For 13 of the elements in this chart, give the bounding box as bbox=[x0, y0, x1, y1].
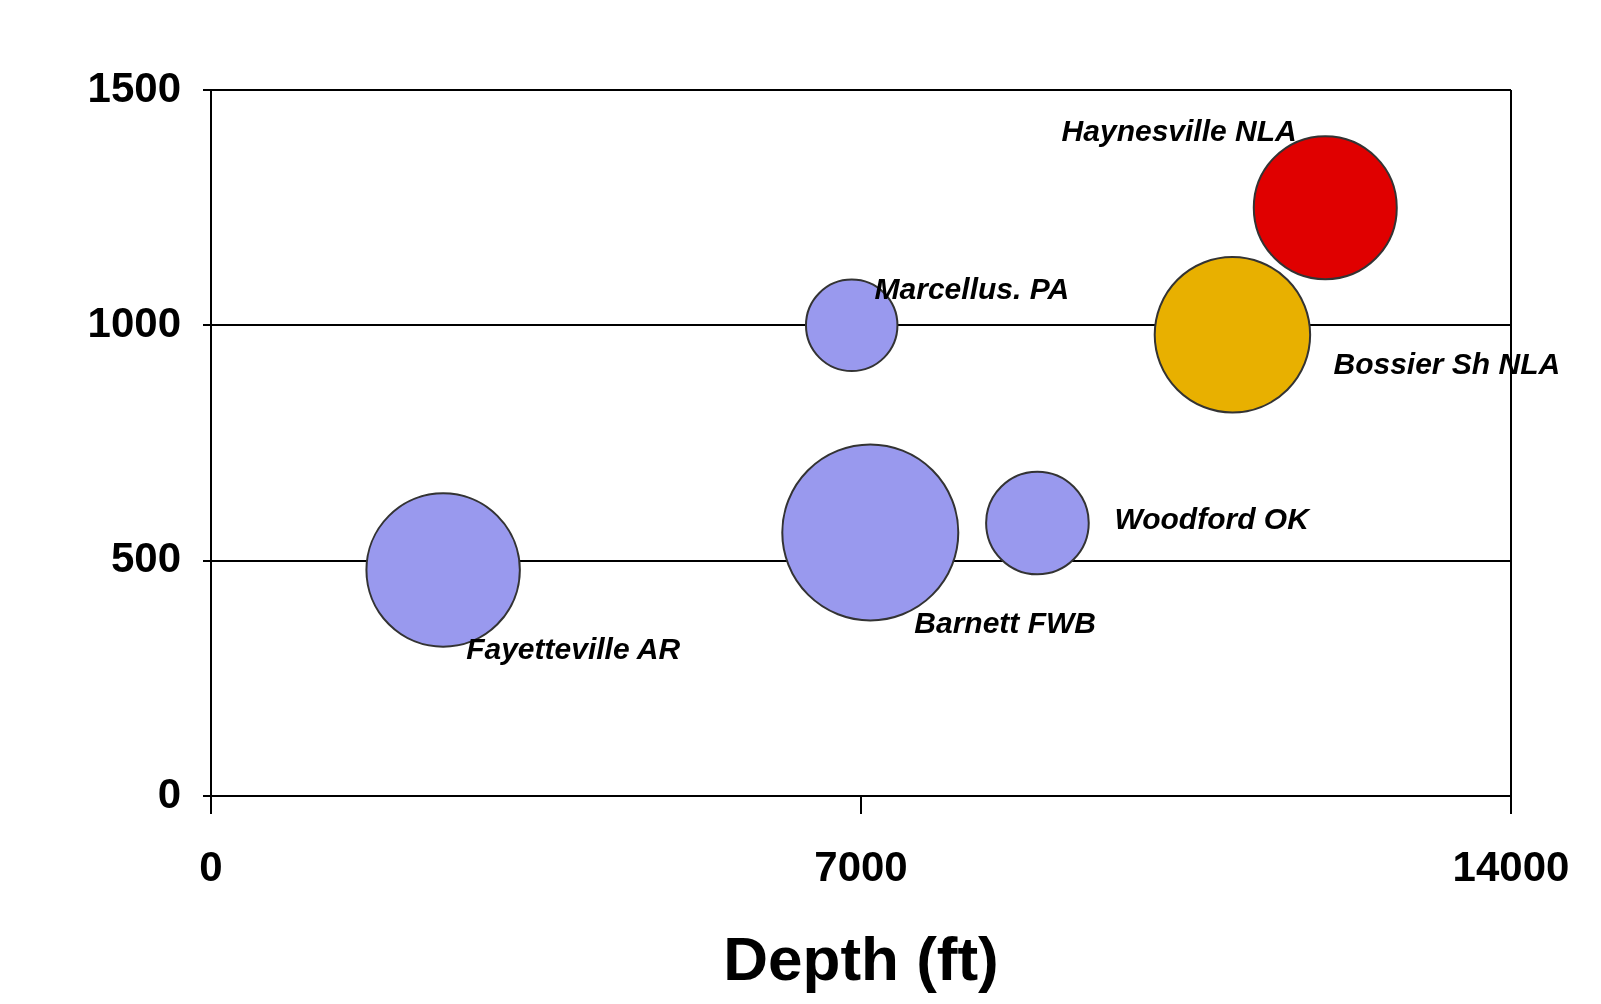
x-tick-label: 0 bbox=[199, 842, 223, 890]
y-tick-label: 1000 bbox=[87, 298, 181, 346]
series-label: Woodford OK bbox=[1114, 501, 1312, 535]
x-axis-title: Depth (ft) bbox=[723, 923, 999, 993]
series-label: Marcellus. PA bbox=[874, 272, 1070, 306]
y-tick-label: 1500 bbox=[87, 63, 181, 111]
series-label: Barnett FWB bbox=[914, 606, 1096, 640]
y-tick-label: 500 bbox=[110, 534, 181, 582]
x-tick-label: 14000 bbox=[1452, 842, 1570, 890]
y-tick-label: 0 bbox=[157, 769, 181, 817]
x-tick-label: 7000 bbox=[814, 842, 908, 890]
series-label: Fayetteville AR bbox=[466, 631, 681, 665]
series-label: Haynesville NLA bbox=[1061, 113, 1297, 147]
